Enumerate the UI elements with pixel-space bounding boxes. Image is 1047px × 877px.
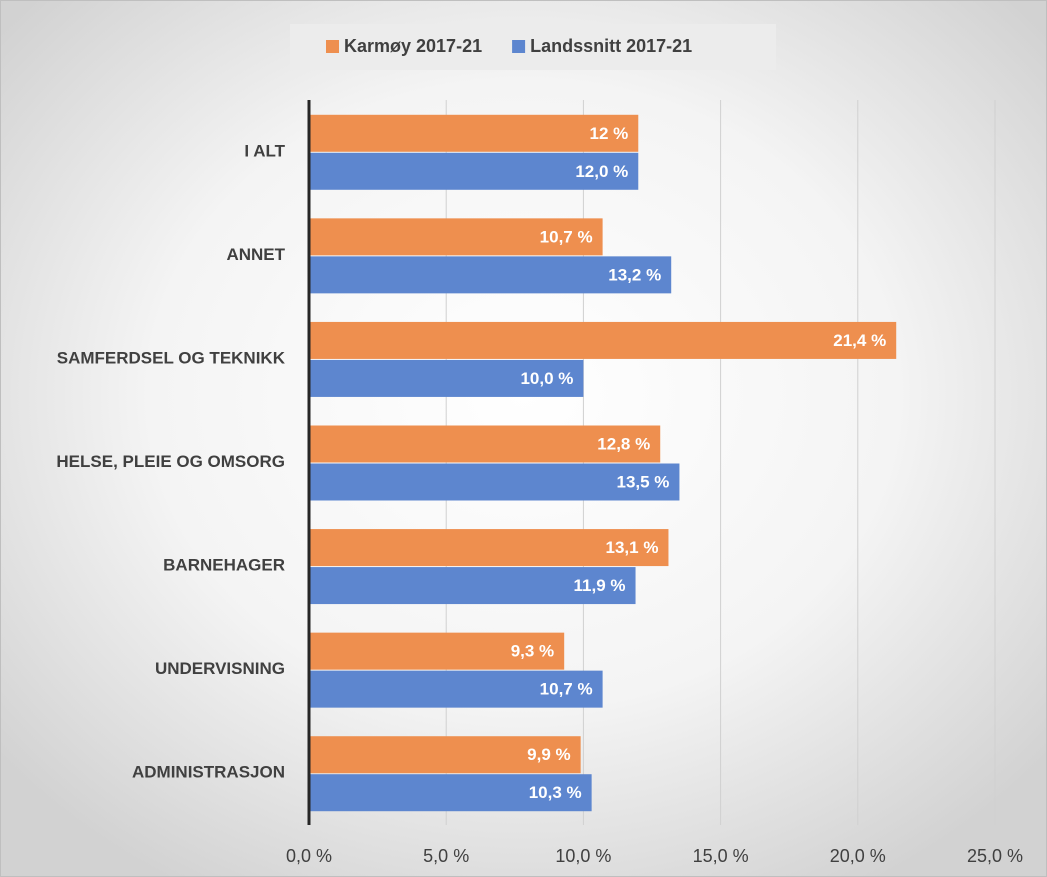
bar [309,736,581,774]
y-tick-label: BARNEHAGER [163,556,285,575]
data-label: 13,2 % [608,265,661,284]
bar [309,529,669,567]
data-label: 10,3 % [529,783,582,802]
data-label: 21,4 % [833,331,886,350]
bar [309,774,592,812]
y-tick-label: SAMFERDSEL OG TEKNIKK [57,348,286,367]
data-label: 12,8 % [597,434,650,453]
y-tick-label: ANNET [226,245,285,264]
y-tick-label: HELSE, PLEIE OG OMSORG [56,452,285,471]
x-tick-label: 25,0 % [967,846,1023,866]
x-tick-label: 10,0 % [555,846,611,866]
bar [309,321,897,359]
data-label: 13,5 % [617,472,670,491]
y-tick-label: UNDERVISNING [155,659,285,678]
bar [309,632,565,670]
data-label: 10,0 % [520,369,573,388]
x-tick-label: 20,0 % [830,846,886,866]
y-tick-label: ADMINISTRASJON [132,763,285,782]
bar [309,359,584,397]
x-tick-label: 0,0 % [286,846,332,866]
bar [309,256,672,294]
data-label: 9,3 % [511,642,554,661]
x-tick-label: 15,0 % [693,846,749,866]
data-label: 13,1 % [606,538,659,557]
bar [309,567,636,605]
legend-swatch [512,40,526,53]
y-tick-label: I ALT [244,141,285,160]
data-label: 12 % [590,124,629,143]
legend-label: Karmøy 2017-21 [344,36,482,56]
bar [309,114,639,152]
data-label: 10,7 % [540,680,593,699]
data-label: 10,7 % [540,227,593,246]
legend-swatch [326,40,339,53]
x-tick-label: 5,0 % [423,846,469,866]
bar [309,218,603,256]
bar [309,152,639,190]
data-label: 11,9 % [574,576,626,595]
legend-box [290,24,776,70]
data-label: 9,9 % [527,745,570,764]
data-label: 12,0 % [575,162,628,181]
bar [309,670,603,708]
legend-label: Landssnitt 2017-21 [530,36,692,56]
bar [309,463,680,501]
bar [309,425,661,463]
